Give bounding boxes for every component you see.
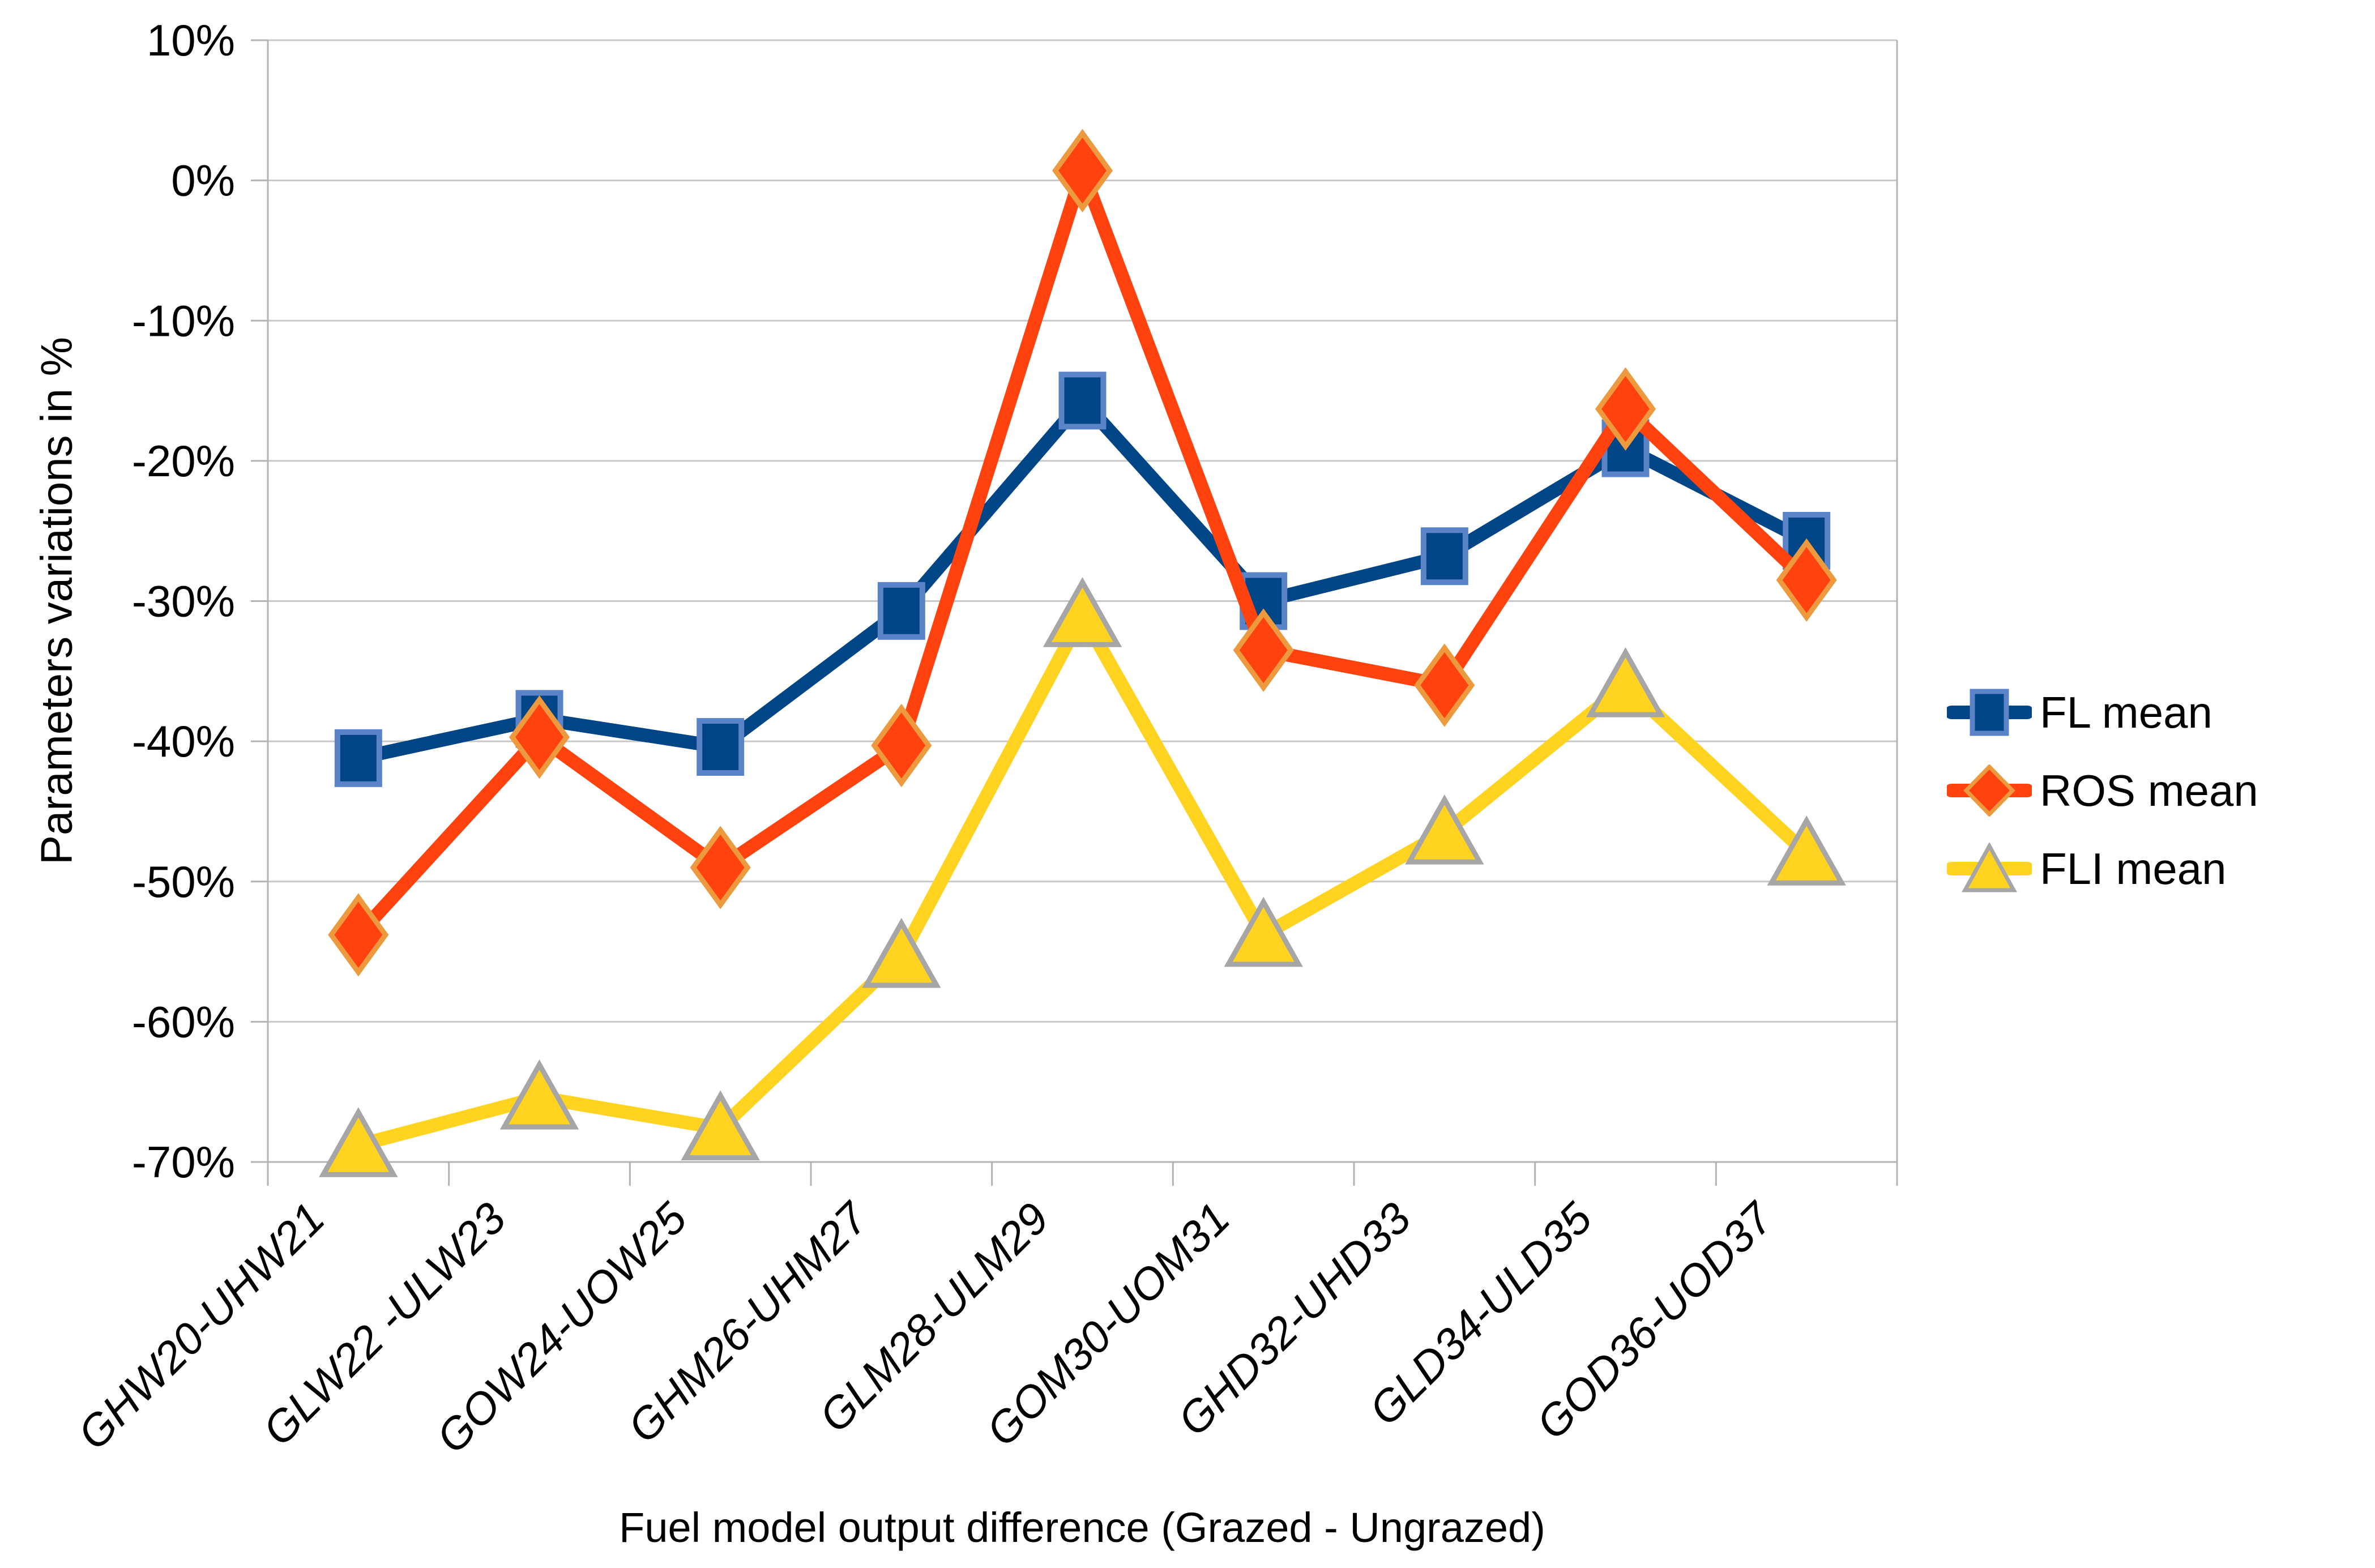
marker-fl-mean-square — [334, 729, 382, 787]
y-tick-label: -60% — [132, 997, 235, 1046]
marker-fli-mean-triangle — [1043, 577, 1122, 647]
y-tick-label: -70% — [132, 1137, 235, 1187]
y-tick-label: 0% — [171, 156, 235, 206]
marker-fli-mean-triangle — [1586, 647, 1665, 717]
series-line-fli-mean — [356, 608, 1812, 1152]
legend: FL mean ROS mean FLI mean — [1947, 686, 2258, 895]
marker-ros-mean-diamond — [1414, 643, 1475, 727]
marker-ros-mean-diamond — [509, 695, 570, 779]
marker-fli-mean-triangle — [862, 917, 941, 988]
legend-label-fl-mean: FL mean — [2040, 687, 2212, 737]
y-tick-label: -20% — [132, 436, 235, 486]
legend-item-fl-mean: FL mean — [1947, 686, 2258, 738]
marker-ros-mean-diamond — [1052, 129, 1113, 212]
marker-ros-mean-diamond — [1595, 367, 1656, 451]
ros-mean-line-diamond-icon — [1947, 764, 2032, 817]
marker-fli-mean-triangle — [1224, 896, 1303, 967]
y-axis-title: Parameters variations in % — [31, 336, 82, 865]
marker-fli-mean-triangle — [681, 1090, 760, 1161]
legend-label-ros-mean: ROS mean — [2040, 765, 2258, 815]
marker-fli-mean-triangle — [1767, 815, 1846, 886]
y-tick-label: -50% — [132, 857, 235, 907]
marker-fli-mean-triangle — [1405, 794, 1484, 865]
marker-fl-mean-square — [1058, 371, 1107, 430]
series-line-ros-mean — [353, 164, 1812, 939]
marker-ros-mean-diamond — [328, 893, 389, 977]
y-tick-label: -10% — [132, 296, 235, 345]
legend-item-fli-mean: FLI mean — [1947, 843, 2258, 895]
y-tick-label: -40% — [132, 716, 235, 766]
y-tick-label: -30% — [132, 576, 235, 626]
x-axis-title: Fuel model output difference (Grazed - U… — [619, 1504, 1545, 1551]
y-tick-label: 10% — [147, 15, 235, 65]
marker-ros-mean-diamond — [1233, 608, 1294, 692]
fli-mean-line-triangle-icon — [1947, 843, 2032, 892]
legend-item-ros-mean: ROS mean — [1947, 764, 2258, 817]
legend-label-fli-mean: FLI mean — [2040, 843, 2227, 894]
marker-fl-mean-square — [877, 582, 925, 640]
marker-fl-mean-square — [1420, 527, 1468, 586]
marker-ros-mean-diamond — [690, 826, 751, 909]
marker-fl-mean-square — [697, 718, 745, 776]
marker-fli-mean-triangle — [499, 1059, 579, 1130]
marker-fli-mean-triangle — [319, 1107, 398, 1177]
marker-ros-mean-diamond — [1776, 538, 1837, 622]
fl-mean-line-square-icon — [1947, 689, 2032, 736]
marker-ros-mean-diamond — [871, 703, 932, 788]
